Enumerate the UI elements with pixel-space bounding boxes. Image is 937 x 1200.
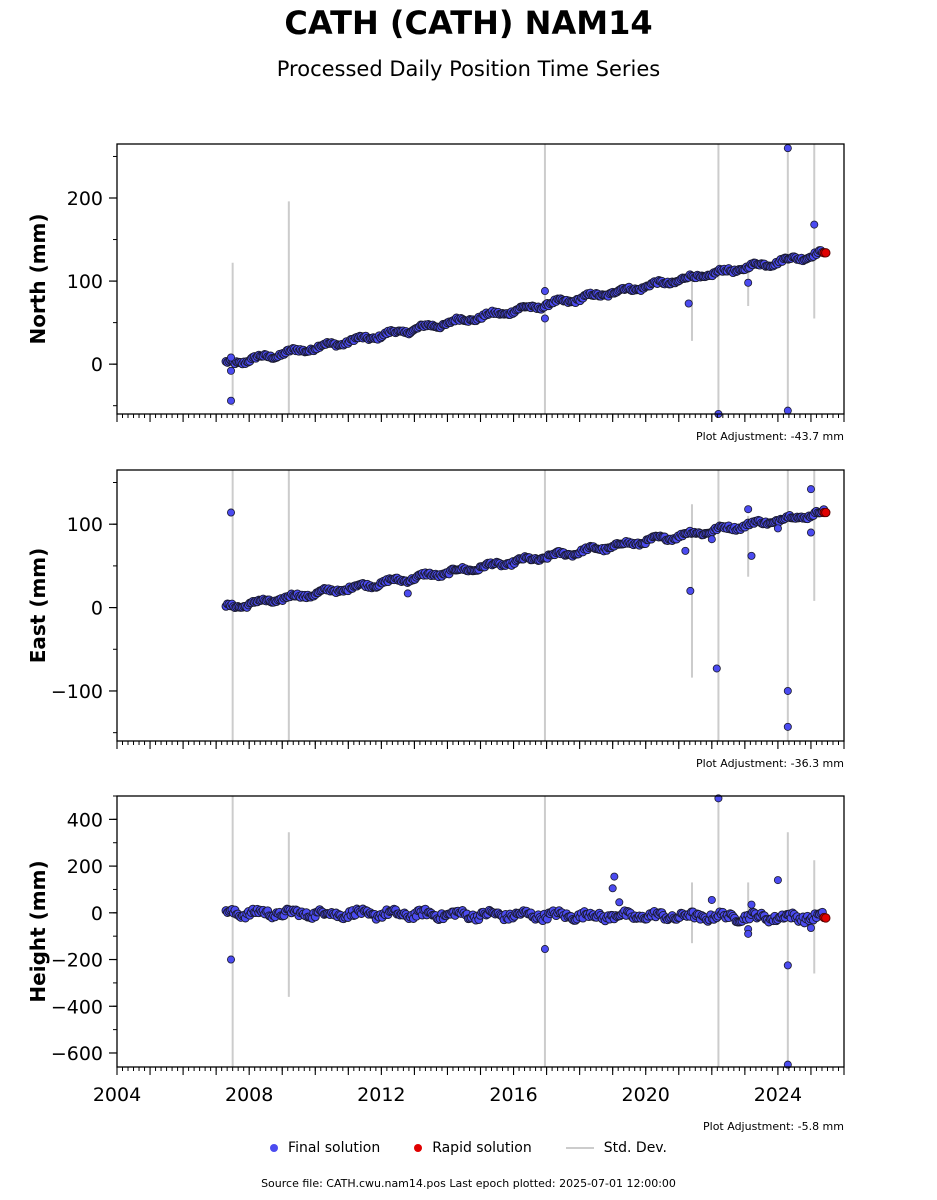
y-tick-label: 100 <box>67 514 103 536</box>
outlier-point <box>744 278 753 287</box>
y-axis-label: Height (mm) <box>26 860 50 1002</box>
x-tick-label: 2008 <box>225 1084 273 1106</box>
rapid-point <box>821 913 831 923</box>
outlier-point <box>707 535 716 544</box>
x-tick-label: 2012 <box>357 1084 405 1106</box>
legend: Final solution Rapid solution Std. Dev. <box>0 1137 937 1159</box>
y-axis-label: East (mm) <box>26 548 50 664</box>
y-tick-label: 0 <box>91 598 103 620</box>
outlier-point <box>783 961 792 970</box>
plot-adjustment-label: Plot Adjustment: -43.7 mm <box>696 430 844 443</box>
outlier-point <box>783 686 792 695</box>
outlier-point <box>810 220 819 229</box>
rapid-solution-marker-icon <box>414 1144 423 1152</box>
outlier-point <box>747 900 756 909</box>
outlier-point <box>707 895 716 904</box>
plot-adjustment-label: Plot Adjustment: -36.3 mm <box>696 757 844 770</box>
outlier-point <box>806 923 815 932</box>
outlier-point <box>227 955 236 964</box>
outlier-point <box>744 505 753 514</box>
outlier-point <box>681 546 690 555</box>
chart-title: CATH (CATH) NAM14 <box>284 4 653 42</box>
final-solution-points <box>221 246 829 369</box>
outlier-point <box>615 898 624 907</box>
plot-frame <box>116 795 845 1068</box>
outlier-point <box>747 551 756 560</box>
y-tick-label: −600 <box>51 1043 103 1065</box>
outlier-point <box>227 366 236 375</box>
outlier-point <box>608 884 617 893</box>
legend-final-label: Final solution <box>288 1140 381 1156</box>
legend-rapid: Rapid solution <box>414 1140 532 1156</box>
source-footer: Source file: CATH.cwu.nam14.pos Last epo… <box>261 1177 676 1190</box>
x-tick-label: 2024 <box>754 1084 802 1106</box>
outlier-point <box>783 406 792 415</box>
legend-final: Final solution <box>270 1140 380 1156</box>
outlier-point <box>540 287 549 296</box>
outlier-point <box>540 945 549 954</box>
final-solution-marker-icon <box>270 1144 279 1152</box>
x-tick-label: 2016 <box>489 1084 537 1106</box>
outlier-point <box>773 524 782 533</box>
panel-1: 0 100 200 North (mm) Plot Adjustment: -43.7 … <box>26 143 845 443</box>
y-tick-label: 400 <box>67 809 103 831</box>
outlier-point <box>403 589 412 598</box>
legend-rapid-label: Rapid solution <box>432 1140 532 1156</box>
y-tick-label: −400 <box>51 996 103 1018</box>
y-tick-label: −100 <box>51 681 103 703</box>
plot-frame <box>116 143 845 415</box>
outlier-point <box>540 314 549 323</box>
panel-3: −600 −400 −200 0 200 400 Height (mm) 2004 2008 20… <box>26 794 845 1133</box>
outlier-point <box>227 508 236 517</box>
final-solution-points <box>221 505 829 613</box>
std-dev-line-icon <box>565 1147 594 1149</box>
outlier-point <box>684 299 693 308</box>
outlier-point <box>806 528 815 537</box>
outlier-point <box>712 664 721 673</box>
legend-std-label: Std. Dev. <box>603 1140 667 1156</box>
y-tick-label: 200 <box>67 188 103 210</box>
x-tick-label: 2020 <box>622 1084 670 1106</box>
x-tick-label: 2004 <box>93 1084 141 1106</box>
y-tick-label: 100 <box>67 271 103 293</box>
y-tick-label: −200 <box>51 950 103 972</box>
legend-std: Std. Dev. <box>565 1140 667 1156</box>
rapid-point <box>821 248 831 258</box>
y-tick-label: 0 <box>91 354 103 376</box>
plot-adjustment-label: Plot Adjustment: -5.8 mm <box>703 1120 844 1133</box>
final-solution-points <box>221 904 829 928</box>
outlier-point <box>610 872 619 881</box>
y-tick-label: 0 <box>91 903 103 925</box>
outlier-point <box>773 876 782 885</box>
outlier-point <box>686 586 695 595</box>
outlier-point <box>227 396 236 405</box>
outlier-point <box>806 485 815 494</box>
y-tick-label: 200 <box>67 856 103 878</box>
outlier-point <box>227 353 236 362</box>
outlier-point <box>783 144 792 153</box>
y-axis-label: North (mm) <box>26 213 50 344</box>
outlier-point <box>783 722 792 731</box>
panel-2: −100 0 100 East (mm) Plot Adjustment: -36.3 … <box>26 469 845 770</box>
chart-subtitle: Processed Daily Position Time Series <box>276 57 661 81</box>
rapid-point <box>821 507 831 518</box>
outlier-point <box>744 929 753 938</box>
